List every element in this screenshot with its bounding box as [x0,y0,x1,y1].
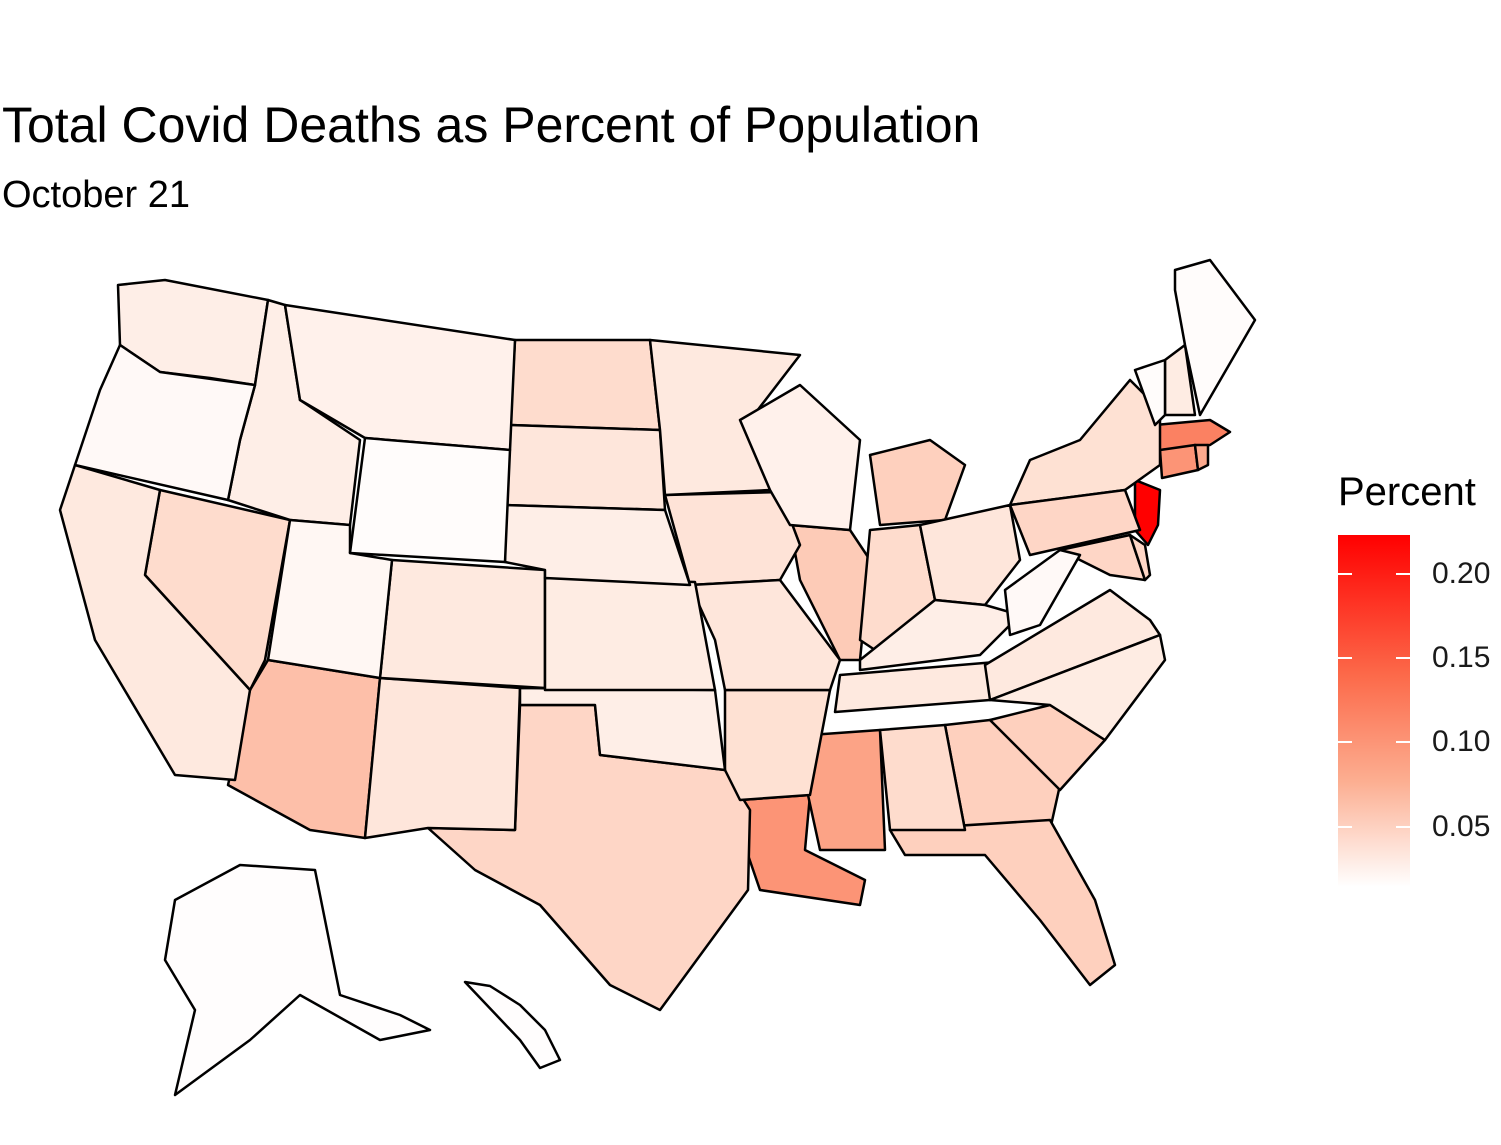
legend-tick-label: 0.15 [1432,641,1491,674]
state-delaware [1128,533,1152,582]
state-virginia [983,588,1162,702]
state-south-dakota [503,423,667,512]
state-vermont [1133,358,1167,427]
state-alabama [878,723,967,832]
state-rhode-island [1193,443,1210,472]
state-michigan [868,438,967,527]
legend-tick [1338,573,1352,575]
state-north-carolina [988,633,1167,742]
state-hawaii [463,980,562,1070]
state-alaska [163,863,432,1097]
state-new-jersey [1133,478,1162,547]
us-choropleth-map [58,258,1257,1097]
state-florida [888,818,1117,987]
state-utah [266,518,394,680]
state-pennsylvania [1008,488,1142,557]
map-title: Total Covid Deaths as Percent of Populat… [2,97,981,153]
map-subtitle: October 21 [2,174,190,216]
state-north-dakota [508,338,662,432]
state-california [58,463,252,782]
state-west-virginia [1003,548,1082,637]
state-maine [1173,258,1257,417]
state-wyoming [348,436,512,564]
state-kansas [543,576,717,692]
state-wisconsin [738,383,862,532]
legend-tick [1338,826,1352,828]
legend-tick-label: 0.10 [1432,725,1491,758]
state-colorado [378,558,547,690]
legend-tick [1338,741,1352,743]
legend-tick [1396,573,1410,575]
legend-title: Percent [1338,470,1476,514]
state-missouri [688,578,842,692]
legend-tick-label: 0.05 [1432,810,1491,843]
legend-tick [1396,657,1410,659]
state-connecticut [1158,443,1200,480]
legend-tick [1338,657,1352,659]
legend-tick [1396,826,1410,828]
legend-tick-label: 0.20 [1432,557,1491,590]
state-oregon [73,343,257,502]
legend-color-bar [1338,535,1410,887]
state-new-mexico [363,676,522,840]
state-ohio [918,503,1022,607]
legend-tick [1396,741,1410,743]
